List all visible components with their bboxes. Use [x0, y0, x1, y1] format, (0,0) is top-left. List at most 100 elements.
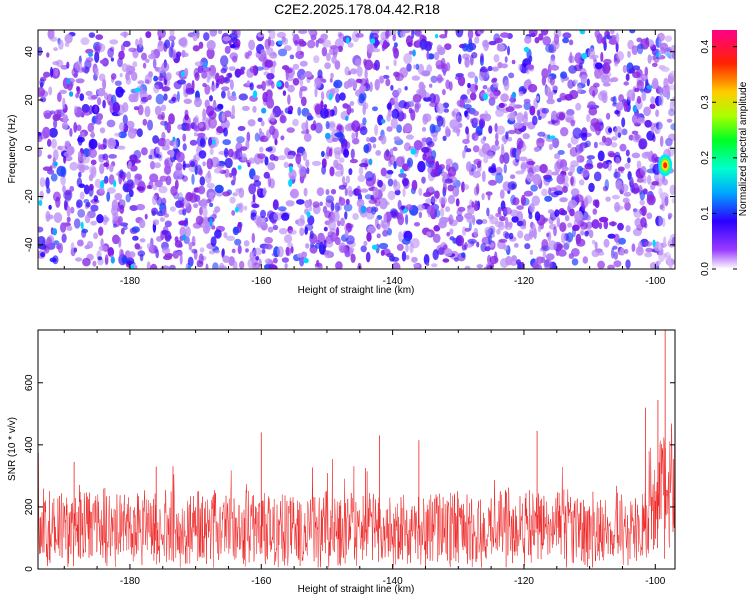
spectrogram-highlight	[368, 158, 373, 166]
spectrogram-blob	[575, 144, 584, 154]
spectrogram-blob	[106, 119, 116, 128]
spectrogram-blob	[69, 185, 75, 192]
spectrogram-highlight	[88, 52, 93, 57]
spectrogram-blob	[325, 189, 330, 195]
spectrogram-blob	[198, 150, 207, 159]
spectrogram-blob	[344, 229, 349, 238]
spectrogram-blob	[82, 257, 91, 267]
spectrogram-blob	[602, 160, 609, 169]
spectrogram-blob	[463, 98, 472, 104]
spectrogram-blob	[372, 143, 377, 149]
spectrogram-blob	[270, 112, 276, 122]
spectrogram-blob	[601, 74, 611, 84]
spectrogram-blob	[50, 173, 58, 182]
spectrogram-blob	[191, 248, 198, 254]
spectrogram-blob	[489, 216, 499, 225]
spectrogram-highlight	[403, 208, 408, 213]
spectrogram-blob	[107, 47, 114, 58]
spectrogram-blob	[379, 197, 388, 210]
spectrogram-blob	[413, 64, 417, 69]
spectrogram-blob	[411, 257, 418, 262]
spectrogram-blob	[334, 47, 340, 54]
spectrogram-blob	[135, 38, 139, 47]
spectrogram-blob	[472, 117, 479, 123]
spectrogram-blob	[571, 258, 579, 266]
spectrogram-blob	[297, 106, 302, 116]
spectrogram-blob	[481, 193, 485, 201]
spectrogram-blob	[615, 180, 623, 191]
spectrogram-blob	[545, 44, 555, 53]
spectrogram-blob	[639, 199, 645, 206]
spectrogram-blob	[492, 82, 499, 88]
spectrogram-blob	[529, 105, 536, 116]
spectrogram-blob	[182, 160, 186, 171]
spectrogram-blob	[328, 219, 337, 231]
spectrogram-blob	[382, 248, 391, 256]
spectrogram-blob	[473, 227, 479, 237]
spectrogram-blob	[671, 52, 675, 60]
spectrogram-blob	[455, 236, 462, 246]
spectrogram-blob	[334, 132, 344, 138]
spectrogram-blob	[109, 39, 119, 45]
spectrogram-blob	[382, 229, 389, 237]
spectrogram-blob	[220, 55, 229, 67]
spectrogram-blob	[231, 167, 237, 177]
spectrogram-blob	[195, 90, 200, 99]
spectrogram-blob	[85, 201, 91, 208]
spectrogram-highlight	[129, 264, 135, 269]
spectrogram-blob	[299, 86, 308, 92]
spectrogram-blob	[484, 246, 491, 252]
spectrogram-blob	[616, 51, 624, 61]
spectrogram-blob	[655, 109, 660, 117]
spectrogram-highlight	[69, 91, 74, 97]
spectrogram-blob	[117, 216, 123, 225]
spectrogram-blob	[232, 55, 238, 63]
spectrogram-blob	[93, 195, 99, 203]
spectrogram-blob	[598, 216, 609, 223]
spectrogram-blob	[574, 210, 583, 222]
spectrogram-blob	[66, 216, 71, 223]
spectrogram-blob	[507, 181, 517, 191]
spectrogram-blob	[358, 93, 365, 104]
spectrogram-blob	[320, 107, 329, 119]
spectrogram-blob	[53, 240, 60, 246]
spectrogram-blob	[636, 79, 644, 91]
spectrogram-blob	[520, 225, 527, 230]
spectrogram-blob	[362, 104, 367, 116]
spectrogram-blob	[533, 146, 540, 152]
spectrogram-blob	[503, 79, 510, 91]
spectrogram-blob	[442, 135, 447, 141]
spectrogram-blob	[618, 94, 624, 103]
spectrogram-blob	[395, 156, 405, 168]
spectrogram-blob	[323, 226, 328, 232]
spectrogram-blob	[431, 168, 441, 174]
spectrogram-blob	[509, 111, 516, 122]
spectrogram-blob	[665, 137, 673, 147]
spectrogram-blob	[302, 150, 307, 161]
spectrogram-blob	[102, 99, 106, 109]
spectrogram-blob	[621, 128, 628, 136]
spectrogram-blob	[651, 153, 658, 164]
spectrogram-blob	[117, 57, 123, 68]
spectrogram-blob	[329, 77, 333, 83]
spectrogram-blob	[344, 66, 350, 76]
spectrogram-blob	[436, 74, 443, 84]
spectrogram-blob	[266, 210, 275, 220]
spectrogram-blob	[278, 228, 288, 235]
spectrogram-blob	[146, 261, 151, 269]
spectrogram-blob	[386, 102, 392, 110]
spectrogram-blob	[281, 212, 290, 221]
spectrogram-blob	[78, 171, 82, 178]
spectrogram-blob	[372, 186, 379, 199]
spectrogram-blob	[591, 219, 600, 229]
spectrogram-blob	[516, 205, 524, 211]
spectrogram-blob	[193, 132, 198, 137]
spectrogram-blob	[298, 165, 306, 177]
spectrogram-blob	[205, 263, 209, 269]
spectrogram-blob	[78, 151, 82, 158]
spectrogram-blob	[153, 75, 159, 82]
spectrogram-blob	[98, 73, 106, 82]
spectrogram-blob	[290, 188, 299, 199]
spectrogram-blob	[405, 204, 413, 211]
spectrogram-blob	[574, 194, 584, 203]
